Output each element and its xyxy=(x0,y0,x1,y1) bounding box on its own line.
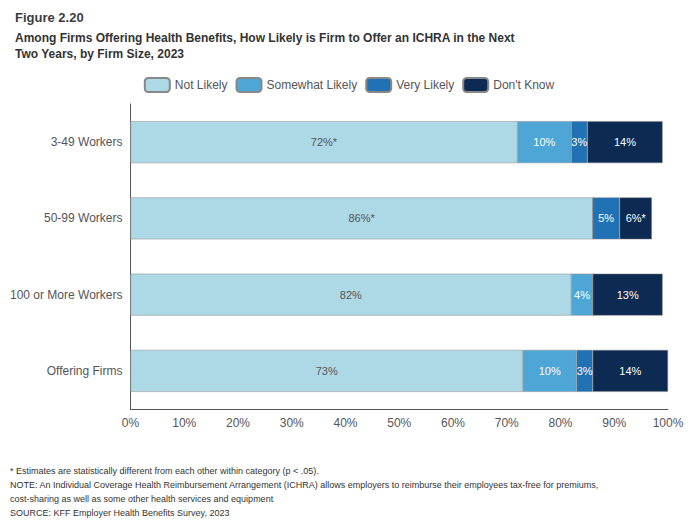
svg-text:10%: 10% xyxy=(539,365,561,377)
svg-text:30%: 30% xyxy=(280,416,304,430)
svg-text:Somewhat Likely: Somewhat Likely xyxy=(266,78,357,92)
svg-text:NOTE: An Individual Coverage H: NOTE: An Individual Coverage Health Reim… xyxy=(10,480,598,490)
svg-text:Not Likely: Not Likely xyxy=(175,78,228,92)
svg-text:Figure 2.20: Figure 2.20 xyxy=(15,10,84,25)
svg-text:20%: 20% xyxy=(226,416,250,430)
svg-text:72%*: 72%* xyxy=(311,136,338,148)
svg-text:70%: 70% xyxy=(495,416,519,430)
svg-text:73%: 73% xyxy=(316,365,338,377)
svg-text:82%: 82% xyxy=(340,289,362,301)
svg-text:6%*: 6%* xyxy=(626,212,647,224)
svg-text:14%: 14% xyxy=(614,136,636,148)
svg-text:Two Years, by Firm Size, 2023: Two Years, by Firm Size, 2023 xyxy=(15,47,184,61)
svg-text:4%: 4% xyxy=(574,289,590,301)
svg-text:80%: 80% xyxy=(548,416,572,430)
svg-text:3%: 3% xyxy=(571,136,587,148)
svg-text:90%: 90% xyxy=(602,416,626,430)
svg-text:3-49 Workers: 3-49 Workers xyxy=(51,135,123,149)
svg-text:SOURCE: KFF Employer Health Be: SOURCE: KFF Employer Health Benefits Sur… xyxy=(10,508,229,518)
svg-text:Very Likely: Very Likely xyxy=(396,78,454,92)
svg-text:0%: 0% xyxy=(122,416,140,430)
svg-text:Among Firms Offering Health Be: Among Firms Offering Health Benefits, Ho… xyxy=(15,31,515,45)
svg-text:10%: 10% xyxy=(533,136,555,148)
svg-text:Offering Firms: Offering Firms xyxy=(47,364,123,378)
svg-text:100%: 100% xyxy=(653,416,684,430)
svg-text:60%: 60% xyxy=(441,416,465,430)
svg-text:40%: 40% xyxy=(333,416,357,430)
svg-text:5%: 5% xyxy=(598,212,614,224)
svg-text:10%: 10% xyxy=(172,416,196,430)
svg-text:3%: 3% xyxy=(577,365,593,377)
svg-text:14%: 14% xyxy=(619,365,641,377)
svg-text:13%: 13% xyxy=(617,289,639,301)
svg-text:cost-sharing as well as some o: cost-sharing as well as some other healt… xyxy=(10,494,274,504)
svg-text:* Estimates are statistically: * Estimates are statistically different … xyxy=(10,466,319,476)
svg-text:50%: 50% xyxy=(387,416,411,430)
svg-text:Don't Know: Don't Know xyxy=(493,78,554,92)
svg-text:100 or More Workers: 100 or More Workers xyxy=(10,288,122,302)
svg-text:50-99 Workers: 50-99 Workers xyxy=(44,211,122,225)
svg-text:86%*: 86%* xyxy=(348,212,375,224)
